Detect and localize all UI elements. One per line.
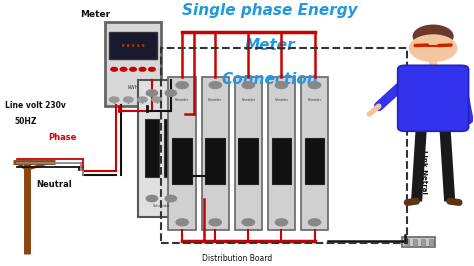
Circle shape <box>152 97 161 102</box>
Text: Single phase Energy: Single phase Energy <box>182 3 358 18</box>
Text: kWh: kWh <box>128 85 138 90</box>
Bar <box>235 77 262 230</box>
Circle shape <box>242 219 255 226</box>
Text: Link Netral: Link Netral <box>421 150 427 194</box>
Bar <box>268 77 295 230</box>
Bar <box>429 239 433 246</box>
Circle shape <box>109 97 119 102</box>
Bar <box>301 77 328 230</box>
Bar <box>164 119 178 177</box>
Circle shape <box>111 68 118 71</box>
Circle shape <box>413 25 453 47</box>
Bar <box>402 237 436 247</box>
Bar <box>413 239 417 246</box>
Text: Schneider: Schneider <box>175 98 189 102</box>
Circle shape <box>146 196 157 202</box>
Text: Connection: Connection <box>222 72 319 87</box>
Bar <box>172 138 192 184</box>
Text: Schneider: Schneider <box>274 98 288 102</box>
Circle shape <box>165 196 176 202</box>
Bar <box>421 239 425 246</box>
Bar <box>405 239 409 246</box>
Bar <box>272 138 292 184</box>
Bar <box>168 77 196 230</box>
Bar <box>145 119 159 177</box>
Bar <box>205 138 225 184</box>
Circle shape <box>410 35 457 61</box>
Bar <box>201 77 229 230</box>
Circle shape <box>149 68 155 71</box>
Circle shape <box>242 82 255 89</box>
Text: Schneider: Schneider <box>308 98 321 102</box>
Circle shape <box>275 219 288 226</box>
Text: Schneider: Schneider <box>208 98 222 102</box>
Circle shape <box>209 82 221 89</box>
Text: Neutral: Neutral <box>36 180 72 189</box>
Bar <box>138 80 185 217</box>
Circle shape <box>146 90 157 96</box>
Circle shape <box>309 82 320 89</box>
Circle shape <box>120 68 127 71</box>
Circle shape <box>176 219 188 226</box>
Circle shape <box>309 219 320 226</box>
Circle shape <box>176 82 188 89</box>
Text: Line volt 230v: Line volt 230v <box>5 101 66 110</box>
Text: Schneider: Schneider <box>153 205 170 209</box>
Circle shape <box>124 97 133 102</box>
FancyBboxPatch shape <box>398 65 469 131</box>
Bar <box>161 48 407 243</box>
Bar <box>105 22 161 106</box>
Circle shape <box>130 68 137 71</box>
Text: Phase: Phase <box>48 132 76 142</box>
Text: Meter: Meter <box>80 10 110 19</box>
Circle shape <box>138 97 147 102</box>
Text: 50HZ: 50HZ <box>15 117 37 126</box>
Bar <box>109 32 156 59</box>
Circle shape <box>139 68 146 71</box>
Text: Distribution Board: Distribution Board <box>202 254 272 263</box>
Text: Schneider: Schneider <box>241 98 255 102</box>
Bar <box>238 138 258 184</box>
Bar <box>305 138 324 184</box>
Circle shape <box>165 90 176 96</box>
Text: Meter: Meter <box>245 38 295 53</box>
Text: 0 0 0 0 0: 0 0 0 0 0 <box>122 44 144 48</box>
Circle shape <box>275 82 288 89</box>
Circle shape <box>209 219 221 226</box>
